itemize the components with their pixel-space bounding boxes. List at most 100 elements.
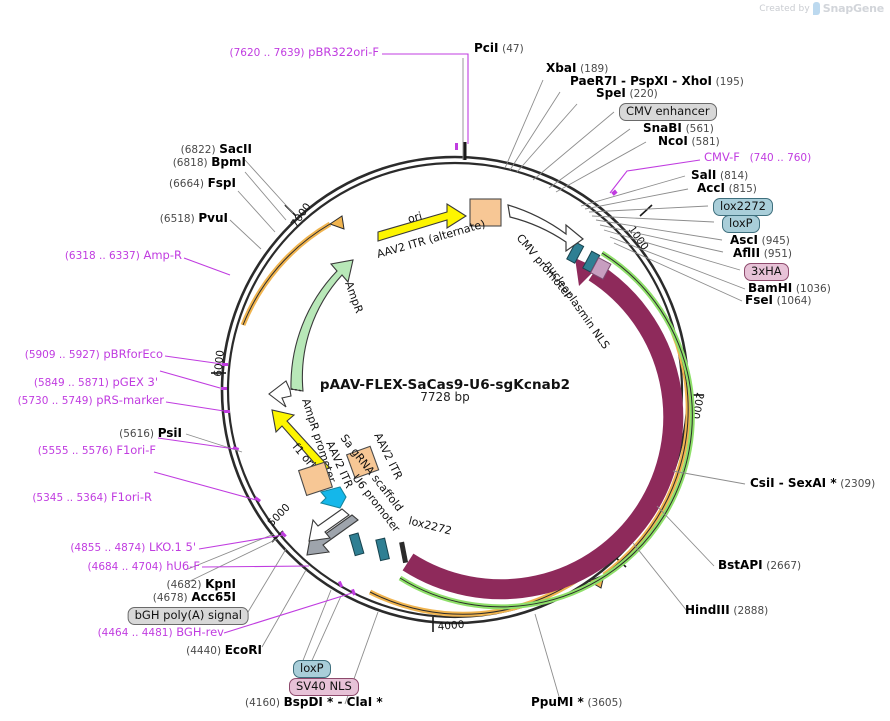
label-kpni[interactable]: (4682) KpnI [167,578,236,591]
label-hindiii[interactable]: HindIII (2888) [685,604,768,617]
primer-range: (740 .. 760) [749,152,812,164]
enzyme-pos: (4160) [245,697,280,709]
label-paer7i-pspxi-xhoi[interactable]: PaeR7I - PspXI - XhoI (195) [570,75,744,88]
primer-range: (4464 .. 4481) [97,627,173,639]
label-bspdi-clai[interactable]: (4160) BspDI * - ClaI * [245,696,383,709]
primer-name: BGH-rev [176,625,224,639]
enzyme-pos: (6818) [172,157,208,169]
label-spei[interactable]: SpeI (220) [596,87,658,100]
label-pbr322ori-f[interactable]: (7620 .. 7639) pBR322ori-F [229,45,379,59]
feature-cmv-promoter [507,204,584,253]
badge-loxp-a[interactable]: loxP [722,215,760,234]
feature-aav2-itr-alternate [469,198,502,227]
enzyme-pos: (2888) [733,605,769,617]
label-f1ori-f[interactable]: (5555 .. 5576) F1ori-F [38,444,156,457]
watermark-brand: SnapGene [822,2,884,15]
enzyme-pos: (561) [685,123,714,135]
label-sali[interactable]: SalI (814) [691,169,748,182]
enzyme-pos: (47) [502,43,524,55]
enzyme-pos: (6822) [180,144,216,156]
enzyme-pos: (4440) [186,645,222,657]
sacas9-green-arc [398,250,695,610]
label-fsei[interactable]: FseI (1064) [745,294,812,307]
enzyme-name: SacII [219,142,252,156]
label-bstapi[interactable]: BstAPI (2667) [718,559,801,572]
primer-leader-lines [153,53,701,634]
enzyme-name: NcoI [658,134,688,148]
svg-text:5000: 5000 [266,502,293,530]
label-xbai[interactable]: XbaI (189) [546,62,608,75]
label-bamhi[interactable]: BamHI (1036) [748,282,831,295]
feature-aav2-itr-2 [345,445,380,480]
label-bgh-rev[interactable]: (4464 .. 4481) BGH-rev [97,625,224,639]
enzyme-name: FseI [745,293,773,307]
primer-name: hU6-F [166,559,200,573]
page-title: pAAV-FLEX-SaCas9-U6-sgKcnab2 [319,377,571,393]
enzyme-name: SpeI [596,86,626,100]
feature-ampr [290,259,354,392]
primer-name: pBR322ori-F [308,45,379,59]
label-cmv-f[interactable]: CMV-F (740 .. 760) [704,150,812,164]
enzyme-pos: (2667) [766,560,802,572]
feature-lox-boxes [348,532,409,564]
label-hu6-f[interactable]: (4684 .. 4704) hU6-F [88,559,200,573]
label-sacii[interactable]: (6822) SacII [181,143,252,156]
enzyme-pos: (6518) [159,213,195,225]
label-f1ori-r[interactable]: (5345 .. 5364) F1ori-R [32,490,152,504]
badge-loxp-b[interactable]: loxP [293,660,331,679]
label-asci[interactable]: AscI (945) [730,234,790,247]
primer-name: CMV-F [704,150,740,164]
label-amp-r[interactable]: (6318 .. 6337) Amp-R [64,249,182,262]
label-acci[interactable]: AccI (815) [697,182,757,195]
label-bpmi[interactable]: (6818) BpmI [173,156,246,169]
enzyme-name: SalI [691,168,717,182]
enzyme-pos: (5616) [119,428,155,440]
label-snabi[interactable]: SnaBI (561) [643,122,714,135]
badge-cmv-enhancer[interactable]: CMV enhancer [619,103,717,122]
label-acc65i[interactable]: (4678) Acc65I [153,591,236,604]
primer-name: pGEX 3' [112,375,159,389]
feature-label-ori: ori [406,209,423,225]
label-ppumi[interactable]: PpuMI * (3605) [531,696,622,709]
primer-name: pRS-marker [96,393,164,407]
enzyme-name: SnaBI [643,121,682,135]
enzyme-pos: (220) [629,88,658,100]
feature-label-ampr: AmpR [342,280,366,316]
enzyme-pos: (1064) [776,295,812,307]
label-ecori[interactable]: (4440) EcoRI [186,644,262,657]
badge-bgh-polya-signal[interactable]: bGH poly(A) signal [127,607,249,626]
feature-ampr-promoter [268,380,292,408]
enzyme-pos: (951) [763,248,793,260]
primer-range: (6318 .. 6337) [64,250,140,262]
label-pcii[interactable]: PciI (47) [474,42,524,55]
label-pbrforeco[interactable]: (5909 .. 5927) pBRforEco [25,348,163,361]
enzyme-pos: (4682) [166,579,202,591]
badge-3xha[interactable]: 3xHA [744,263,789,282]
label-aflii[interactable]: AflII (951) [733,247,792,260]
enzyme-name: BpmI [211,155,246,169]
badge-sv40-nls[interactable]: SV40 NLS [289,678,359,697]
enzyme-pos: (3605) [587,697,623,709]
enzyme-name: HindIII [685,603,730,617]
label-lko1-5prime[interactable]: (4855 .. 4874) LKO.1 5' [70,541,196,554]
primer-range: (5849 .. 5871) [33,377,109,389]
label-fspi[interactable]: (6664) FspI [169,177,236,190]
svg-text:4000: 4000 [437,619,465,633]
snapgene-logo-icon [812,2,820,15]
feature-sa-grna-scaffold [319,486,347,509]
label-pvui[interactable]: (6518) PvuI [160,212,228,225]
label-ncoi[interactable]: NcoI (581) [658,135,720,148]
label-pgex-3prime[interactable]: (5849 .. 5871) pGEX 3' [33,375,159,389]
primer-range: (5730 .. 5749) [17,395,93,407]
label-prs-marker[interactable]: (5730 .. 5749) pRS-marker [17,393,164,407]
enzyme-name: EcoRI [224,643,262,657]
enzyme-pos: (195) [715,76,744,88]
label-csii-sexai[interactable]: CsiI - SexAI * (2309) [750,477,875,490]
primer-name: F1ori-R [110,490,152,504]
orange-arrowhead [328,215,345,230]
badge-lox2272-a[interactable]: lox2272 [713,198,773,217]
label-psii[interactable]: (5616) PsiI [119,427,182,440]
enzyme-name: BspDI * - ClaI * [283,695,383,709]
enzyme-pos: (1036) [795,283,831,295]
